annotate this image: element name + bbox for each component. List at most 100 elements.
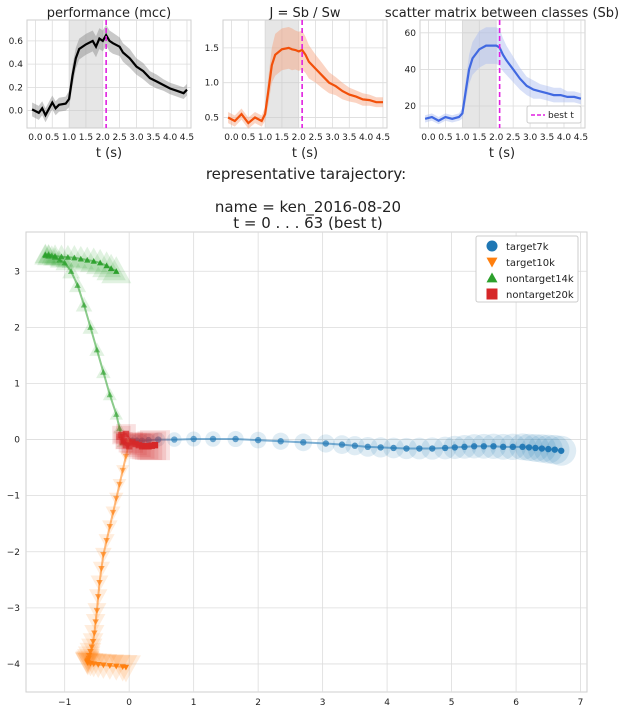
trajectory-point	[51, 252, 59, 259]
series-line	[227, 46, 383, 125]
y-tick-label: 0.6	[9, 37, 24, 47]
panel-title-j-ratio: J = Sb / Sw	[268, 6, 340, 21]
trajectory-point	[145, 436, 152, 444]
trajectory-point	[109, 509, 117, 516]
trajectory-point	[545, 445, 552, 453]
x-tick-label: 3.5	[540, 133, 554, 143]
y-tick-label: 1.5	[205, 44, 219, 54]
trajectory-point	[96, 259, 104, 266]
trajectory-point	[84, 256, 91, 263]
x-tick-label: 1.0	[258, 133, 273, 143]
trajectory-point	[95, 594, 102, 600]
series-target7k	[126, 430, 577, 466]
trajectory-point	[100, 369, 107, 375]
trajectory-point	[100, 662, 107, 669]
y-tick-label: 0.2	[9, 83, 23, 93]
plot-area	[25, 231, 588, 693]
trajectory-point	[125, 443, 133, 450]
trajectory-point	[90, 661, 97, 668]
x-tick-label: 1.0	[62, 133, 77, 143]
trajectory-point	[58, 253, 65, 260]
trajectory-point	[107, 265, 115, 272]
y-tick-label: 40	[405, 65, 417, 75]
trajectory-point	[551, 446, 558, 453]
trajectory-point	[145, 443, 152, 450]
trajectory-point	[89, 638, 97, 645]
trajectory-point	[56, 256, 63, 263]
trajectory-point	[416, 445, 423, 452]
x-tick-label: 3.5	[342, 133, 356, 143]
trajectory-point	[122, 441, 130, 449]
y-tick-label: −4	[7, 660, 21, 670]
trajectory-point	[142, 443, 149, 450]
y-tick-label: 1.0	[205, 79, 220, 89]
y-tick-label: 1	[14, 379, 20, 389]
trajectory-point	[88, 644, 95, 651]
trajectory-point	[525, 444, 533, 451]
trajectory-point	[113, 495, 120, 502]
trajectory-point	[558, 447, 565, 454]
x-tick-label: 1.5	[275, 133, 289, 143]
trajectory-point	[538, 445, 546, 452]
trajectory-point	[429, 445, 436, 452]
best-t-legend: best t	[526, 105, 582, 124]
trajectory-point	[118, 431, 125, 439]
trajectory-point	[120, 437, 128, 444]
trajectory-point	[106, 663, 114, 669]
panel-xlabel-performance: t (s)	[96, 146, 122, 161]
y-tick-label: 20	[405, 102, 417, 112]
legend-label-best-t: best t	[548, 111, 574, 121]
x-tick-label: 0.0	[421, 133, 436, 143]
legend-frame	[526, 105, 582, 124]
shaded-interval	[69, 20, 103, 128]
panel-scatter-between: scatter matrix between classes (Sb) t (s…	[385, 6, 619, 161]
y-tick-label: 3	[14, 267, 20, 277]
x-tick-label: 4.5	[376, 133, 390, 143]
y-tick-label: 60	[405, 29, 417, 39]
x-tick-label: 1.5	[79, 133, 93, 143]
panel-performance: performance (mcc) t (s) 0.0 0.5 1.0 1.5 2.0 2…	[9, 6, 194, 161]
legend-label-nontarget14k: nontarget14k	[506, 274, 574, 285]
trajectory-point	[113, 268, 120, 274]
legend-label-target7k: target7k	[506, 242, 549, 253]
trajectory-point	[403, 445, 410, 452]
trajectory-point	[122, 453, 130, 460]
series-line	[424, 44, 582, 122]
heading-line-3: t = 0 . . . 63 (best t)	[233, 214, 383, 232]
trajectory-point	[151, 441, 159, 449]
trajectory-point	[532, 444, 539, 452]
trajectory-point	[148, 442, 155, 449]
panel-trajectory: −1 0 1 2 3 4 5 6 7 −4 −3 −2 −1 0 1 2 3	[7, 231, 588, 708]
trajectory-point	[119, 467, 126, 474]
trajectory-point	[74, 282, 81, 288]
trajectory-point	[461, 443, 468, 451]
trajectory-point	[103, 262, 110, 269]
trajectory-point	[190, 435, 197, 443]
trajectory-point	[277, 438, 284, 445]
y-tick-label: −3	[7, 604, 20, 614]
trajectory-point	[154, 436, 162, 443]
y-tick-label: 0	[14, 436, 20, 446]
trajectory-point	[171, 436, 178, 443]
trajectory-point	[122, 664, 130, 671]
trajectory-point	[80, 301, 88, 308]
trajectory-point	[499, 443, 507, 451]
x-tick-label: 4.0	[557, 133, 572, 143]
x-tick-label: 2.0	[292, 133, 307, 143]
trajectory-point	[132, 440, 139, 448]
plot-area	[222, 19, 388, 129]
trajectory-point	[519, 443, 526, 451]
trajectory-point	[90, 257, 97, 264]
x-tick-label: 3.5	[146, 133, 160, 143]
y-tick-label: 2	[14, 323, 20, 333]
x-tick-label: 3.0	[129, 133, 144, 143]
x-tick-label: 7	[578, 698, 584, 708]
trajectory-point	[61, 259, 68, 266]
x-tick-label: 4.0	[163, 133, 178, 143]
trajectory-point	[103, 537, 110, 544]
x-tick-label: −1	[58, 698, 71, 708]
x-tick-label: 2.0	[489, 133, 504, 143]
x-tick-label: 0.5	[241, 133, 255, 143]
x-tick-label: 4.5	[574, 133, 588, 143]
panel-xlabel-scatter-between: t (s)	[489, 146, 515, 161]
